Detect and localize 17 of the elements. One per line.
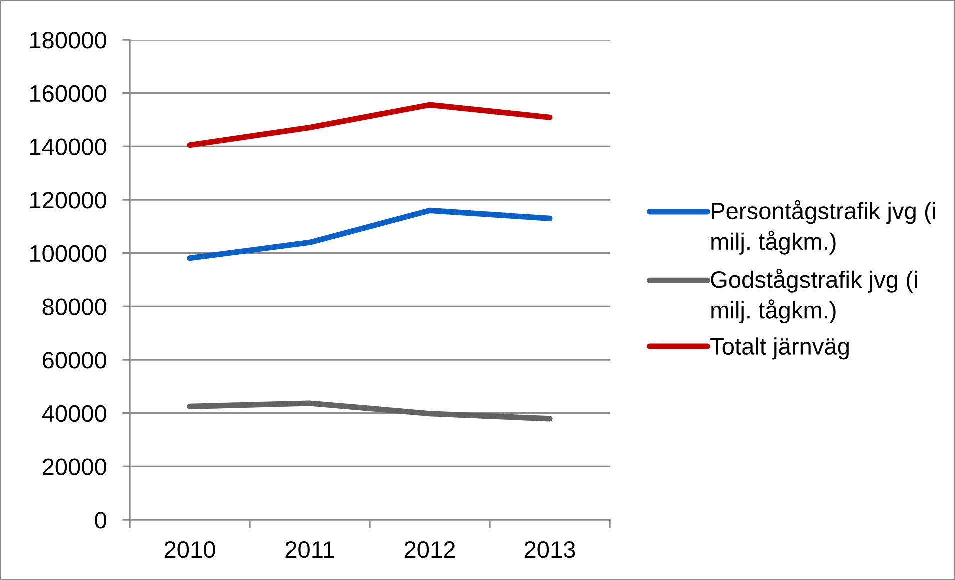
x-tick-label: 2012 [404, 541, 456, 558]
y-tick-label: 60000 [42, 352, 107, 369]
y-tick-label: 100000 [30, 245, 107, 262]
y-tick-label: 180000 [30, 32, 107, 49]
legend-label: Persontågstrafik jvg (i milj. tågkm.) [712, 200, 936, 255]
y-tick-label: 120000 [30, 192, 107, 209]
y-tick-label: 160000 [30, 85, 107, 102]
legend-label: Totalt järnväg [710, 338, 849, 360]
y-tick-label: 40000 [42, 405, 107, 422]
x-tick-label: 2013 [524, 541, 576, 558]
y-tick-label: 80000 [42, 298, 107, 316]
x-tick-label: 2010 [164, 541, 216, 558]
y-tick-label: 20000 [42, 458, 107, 476]
y-tick-label: 0 [95, 512, 107, 529]
x-tick-label: 2011 [286, 541, 334, 558]
y-tick-label: 140000 [30, 138, 107, 156]
legend-label: Godstågstrafik jvg (i milj. tågkm.) [711, 268, 918, 324]
